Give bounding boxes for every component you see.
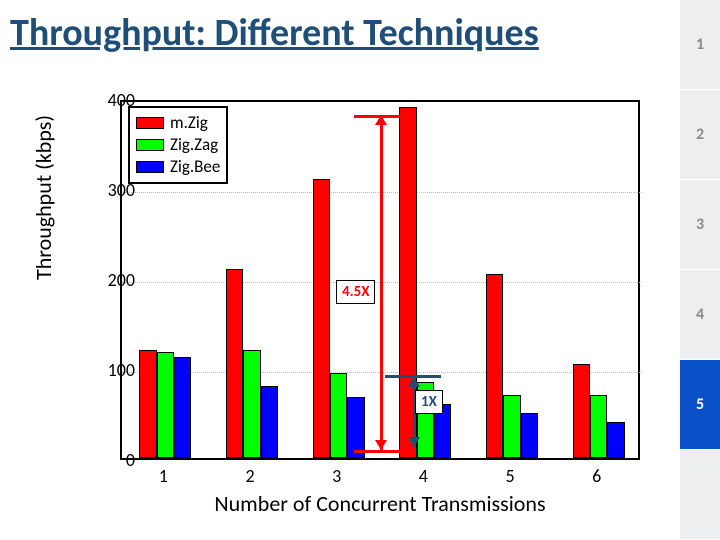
arrowhead-up: [375, 115, 387, 125]
tab-3[interactable]: 3: [680, 180, 720, 270]
tab-2[interactable]: 2: [680, 90, 720, 180]
ytick-label: 100: [108, 359, 135, 381]
slide-nav-tabs: 1 2 3 4 5: [680, 0, 720, 540]
bar: [157, 352, 174, 458]
xtick-label: 4: [419, 465, 428, 487]
bar: [607, 422, 624, 458]
bar: [330, 373, 347, 459]
annotation-label: 1X: [415, 390, 443, 414]
bar: [521, 413, 538, 458]
legend-swatch: [136, 139, 164, 151]
bar: [486, 274, 503, 459]
legend-item: m.Zig: [136, 112, 220, 134]
bar: [226, 269, 243, 458]
bar: [174, 357, 191, 458]
legend: m.ZigZig.ZagZig.Bee: [128, 106, 228, 184]
arrowhead-up: [408, 377, 420, 387]
xtick-label: 1: [159, 465, 168, 487]
bar: [347, 397, 364, 458]
annotation-bracket: [380, 115, 383, 450]
xtick-label: 5: [505, 465, 514, 487]
bar: [503, 395, 520, 458]
bar: [243, 350, 260, 458]
legend-item: Zig.Bee: [136, 156, 220, 178]
bar: [573, 364, 590, 459]
y-axis-label: Throughput (kbps): [30, 115, 57, 280]
slide-title: Throughput: Different Techniques: [10, 10, 660, 56]
x-axis-label: Number of Concurrent Transmissions: [120, 490, 640, 517]
bar: [261, 386, 278, 458]
bar: [313, 179, 330, 458]
annotation-label: 4.5X: [336, 280, 375, 304]
tab-1[interactable]: 1: [680, 0, 720, 90]
legend-swatch: [136, 117, 164, 129]
ytick-label: 0: [126, 449, 135, 471]
xtick-label: 6: [592, 465, 601, 487]
bar: [590, 395, 607, 458]
arrowhead-down: [375, 440, 387, 450]
ytick-label: 200: [108, 269, 135, 291]
xtick-label: 3: [332, 465, 341, 487]
xtick-label: 2: [245, 465, 254, 487]
legend-swatch: [136, 161, 164, 173]
tab-4[interactable]: 4: [680, 270, 720, 360]
tab-blank: [680, 450, 720, 540]
bar: [139, 350, 156, 458]
legend-label: Zig.Bee: [170, 156, 220, 178]
legend-item: Zig.Zag: [136, 134, 220, 156]
tab-5[interactable]: 5: [680, 360, 720, 450]
legend-label: Zig.Zag: [170, 134, 218, 156]
legend-label: m.Zig: [170, 112, 208, 134]
arrowhead-down: [408, 437, 420, 447]
annotation-bracket-cap: [354, 450, 406, 453]
chart-container: Throughput (kbps) Number of Concurrent T…: [30, 90, 670, 520]
